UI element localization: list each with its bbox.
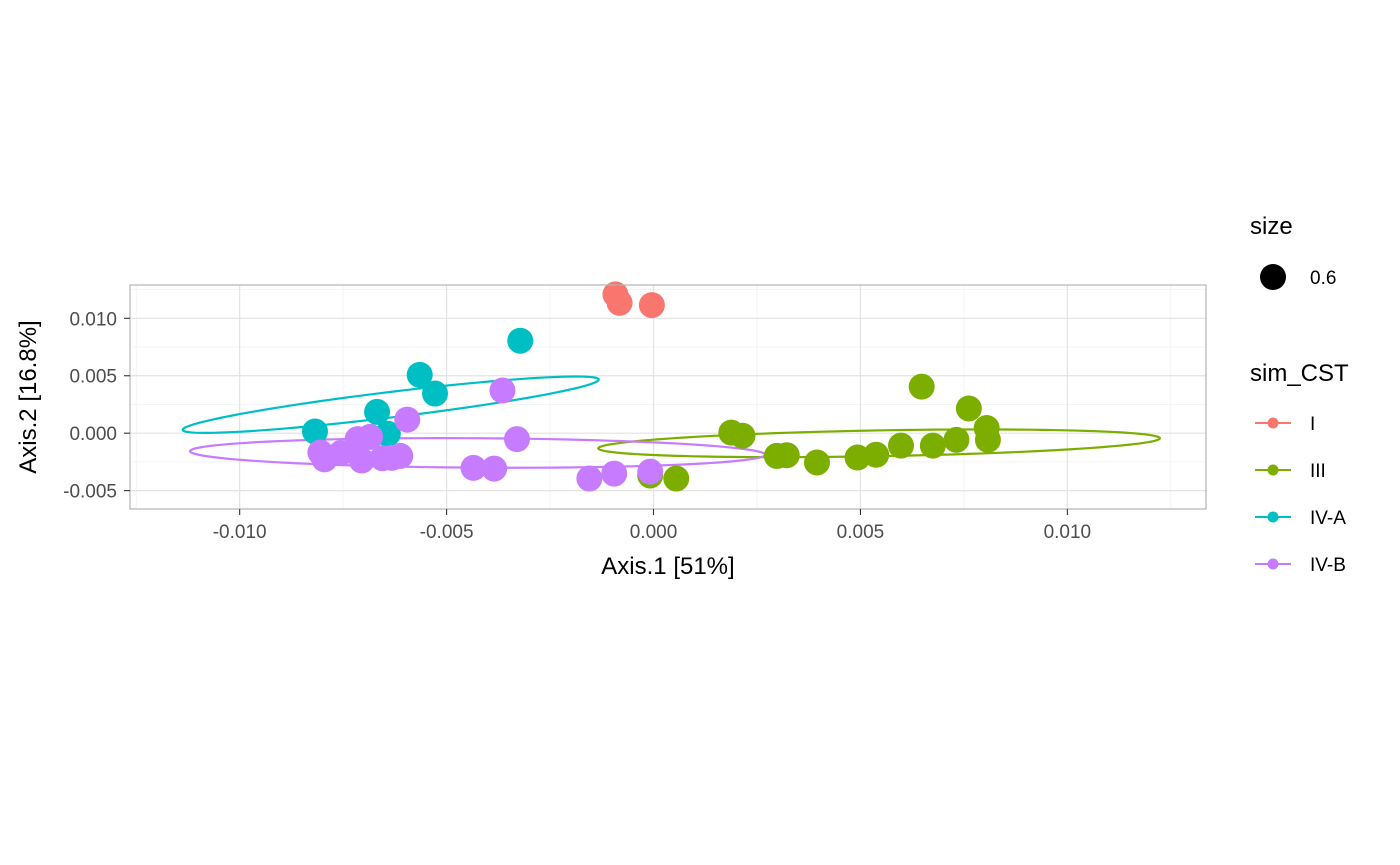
point-iii [908, 373, 935, 400]
point-iii [955, 395, 982, 422]
point-iv-a [422, 380, 449, 407]
point-iii [729, 422, 756, 449]
point-iv-a [301, 418, 328, 445]
x-tick-label: 0.000 [630, 522, 678, 543]
size-legend-title: size [1250, 213, 1293, 240]
x-tick-label: -0.005 [420, 522, 474, 543]
point-iii [863, 441, 890, 468]
legend-label-iii: III [1310, 461, 1326, 482]
point-iv-a [364, 398, 391, 425]
x-axis-title: Axis.1 [51%] [601, 553, 734, 580]
color-legend-title: sim_CST [1250, 360, 1349, 387]
point-i [638, 292, 665, 319]
point-iv-a [406, 361, 433, 388]
y-tick-label: 0.010 [69, 309, 117, 330]
point-iv-b [394, 406, 421, 433]
y-axis-title: Axis.2 [16.8%] [15, 320, 42, 473]
size-legend-label: 0.6 [1310, 268, 1336, 289]
point-iii [773, 442, 800, 469]
point-iv-b [481, 455, 508, 482]
size-legend: size 0.6 [1250, 213, 1336, 290]
point-iii [663, 465, 690, 492]
x-tick-label: 0.010 [1044, 522, 1092, 543]
point-iv-b [576, 465, 603, 492]
y-tick-label: 0.005 [69, 367, 117, 388]
point-iv-b [503, 426, 530, 453]
point-iii [887, 432, 914, 459]
x-tick-label: -0.010 [213, 522, 267, 543]
legend-label-iv-b: IV-B [1310, 555, 1346, 576]
data-points [301, 281, 1001, 492]
legend-key-dot-iv-a [1267, 511, 1279, 523]
point-iv-a [507, 327, 534, 354]
point-iv-b [601, 460, 628, 487]
y-tick-label: 0.000 [69, 424, 117, 445]
point-iv-b [387, 442, 414, 469]
minor-gridlines [130, 285, 1206, 509]
panel-border [129, 284, 1207, 510]
legend-key-dot-iv-b [1267, 558, 1279, 570]
point-iv-b [489, 377, 516, 404]
x-tick-label: 0.005 [837, 522, 885, 543]
point-iv-b [348, 447, 375, 474]
size-legend-key [1260, 264, 1286, 290]
ellipse-iii [597, 428, 1162, 459]
major-gridlines [130, 285, 1206, 509]
point-iii [803, 449, 830, 476]
x-axis-ticks: -0.010 -0.005 0.000 0.005 0.010 [213, 509, 1091, 543]
point-iii [919, 432, 946, 459]
y-tick-label: -0.005 [63, 482, 117, 503]
legend-key-dot-i [1267, 417, 1279, 429]
point-i [606, 289, 633, 316]
point-iv-b [357, 423, 384, 450]
point-iii [974, 426, 1001, 453]
legend-key-dot-iii [1267, 464, 1279, 476]
legend-label-i: I [1310, 414, 1315, 435]
legend-label-iv-a: IV-A [1310, 508, 1346, 529]
point-iv-b [460, 454, 487, 481]
y-axis-ticks: -0.005 0.000 0.005 0.010 [63, 309, 130, 503]
point-iii [943, 426, 970, 453]
point-iv-b [637, 458, 664, 485]
